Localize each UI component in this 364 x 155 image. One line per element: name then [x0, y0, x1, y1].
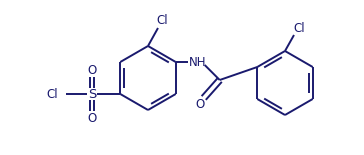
Text: Cl: Cl [47, 88, 58, 100]
Text: O: O [88, 64, 97, 77]
Text: Cl: Cl [156, 15, 168, 27]
Text: Cl: Cl [293, 22, 305, 35]
Text: O: O [88, 111, 97, 124]
Text: O: O [195, 98, 204, 111]
Text: S: S [88, 88, 96, 100]
Text: NH: NH [189, 55, 206, 69]
